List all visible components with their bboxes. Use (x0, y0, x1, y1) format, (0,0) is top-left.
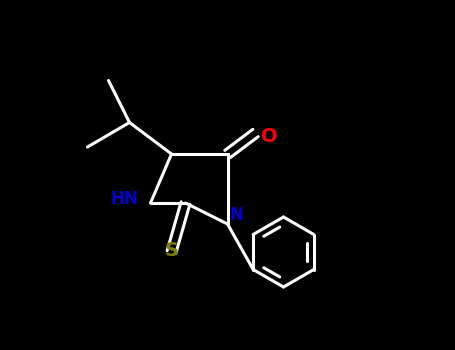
Text: N: N (229, 206, 243, 224)
Text: S: S (165, 241, 178, 260)
Text: HN: HN (111, 190, 138, 209)
Text: O: O (261, 127, 278, 146)
